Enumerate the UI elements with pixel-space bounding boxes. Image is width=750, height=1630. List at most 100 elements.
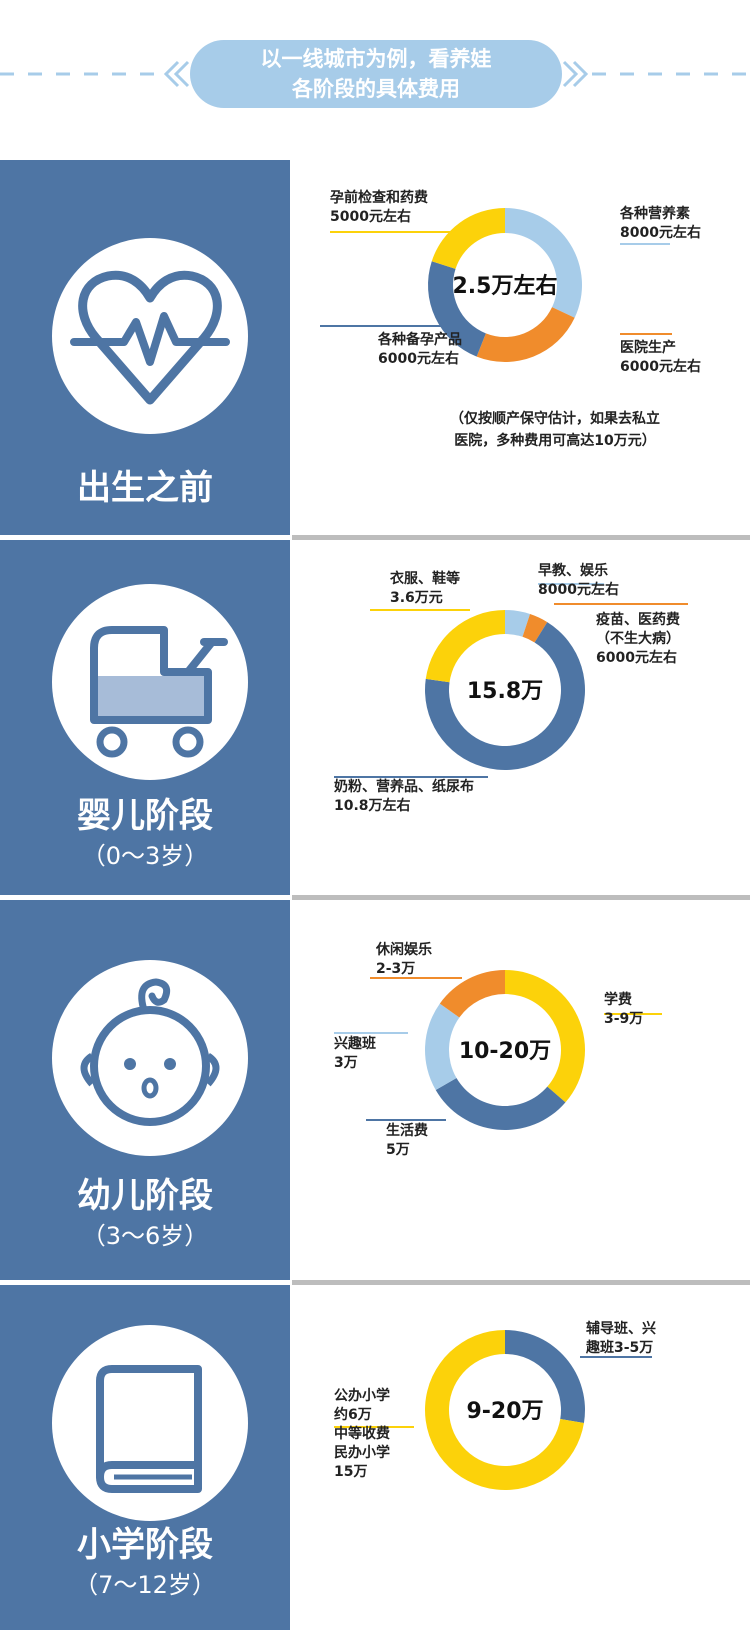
slice-label-line: 医院生产: [620, 339, 676, 356]
section-infant: 婴儿阶段 （0～3岁） 早教、娱乐 8000元左右疫苗、医药费 （不生大病） 6000…: [0, 540, 750, 895]
pie-slice: [435, 1078, 566, 1130]
chevron-right-icon: [572, 60, 589, 88]
slice-label-line: 各种营养素: [619, 205, 690, 222]
slice-label-line: 6000元左右: [596, 649, 677, 666]
header-decoration: [0, 60, 750, 88]
stage-panel: 出生之前: [0, 160, 290, 535]
slice-label: 衣服、鞋等 3.6万元: [390, 570, 460, 606]
slice-label-line: 民办小学: [334, 1444, 390, 1461]
pie-slice: [505, 208, 582, 318]
slice-label: 公办小学约6万中等收费民办小学 15万: [334, 1387, 390, 1480]
section-before-birth: 出生之前 各种营养素 8000元左右 医院生产 6000元左右 各种备孕产品 6000元左…: [0, 160, 750, 535]
slice-label: 休闲娱乐 2-3万: [375, 941, 432, 977]
slice-label: 早教、娱乐 8000元左右: [538, 562, 619, 598]
slice-label-line: 6000元左右: [620, 358, 701, 375]
pie-slice: [522, 614, 548, 643]
section-primary-school: 小学阶段 （7～12岁） 辅导班、兴趣班3-5万 公办小学约6万中等收费民办小学 1…: [0, 1285, 750, 1630]
slice-label-line: 休闲娱乐: [375, 941, 432, 958]
slice-label: 学费 3-9万: [604, 991, 643, 1027]
book-icon: [96, 1365, 202, 1493]
chart-note: （仅按顺产保守估计，如果去私立 医院，多种费用可高达10万元）: [360, 408, 750, 452]
slice-label-line: 疫苗、医药费: [596, 611, 680, 628]
slice-label: 各种备孕产品 6000元左右: [377, 331, 462, 367]
pie-slice: [425, 1330, 584, 1490]
pie-slice: [505, 970, 585, 1103]
slice-label-line: 3-9万: [604, 1011, 643, 1027]
slice-label-line: 5万: [386, 1142, 410, 1158]
slice-label-line: 辅导班、兴: [586, 1320, 656, 1337]
pie-slice: [425, 1003, 460, 1090]
stage-title: 幼儿阶段: [77, 1176, 213, 1216]
slice-label-line: 学费: [604, 991, 632, 1008]
baby-stroller-icon: [90, 626, 228, 758]
pie-slice: [505, 610, 531, 637]
stage-panel: 幼儿阶段 （3～6岁）: [0, 900, 290, 1280]
pie-slice: [425, 622, 585, 770]
icon-circle: [52, 584, 248, 780]
slice-label-line: 衣服、鞋等: [390, 570, 460, 587]
slice-label-line: 孕前检查和药费: [330, 189, 428, 206]
pie-slice: [431, 208, 505, 269]
header-title-line1: 以一线城市为例，看养娃: [260, 47, 492, 71]
heart-pulse-icon: [70, 270, 230, 405]
slice-label: 生活费 5万: [386, 1122, 428, 1158]
chevron-left-icon: [173, 60, 190, 88]
slice-label-line: 15万: [334, 1464, 367, 1480]
slice-label-line: 3.6万元: [390, 590, 443, 606]
slice-label: 辅导班、兴趣班3-5万: [585, 1320, 656, 1356]
slice-label-line: 中等收费: [334, 1425, 390, 1442]
slice-label-line: 3万: [334, 1055, 358, 1071]
slice-label: 奶粉、营养品、纸尿布 10.8万左右: [334, 778, 474, 814]
stage-age-range: （7～12岁）: [74, 1571, 216, 1599]
slice-label-line: 早教、娱乐: [538, 562, 608, 579]
icon-circle: [52, 1325, 248, 1521]
chart-center-total: 9-20万: [466, 1399, 543, 1424]
stage-title: 婴儿阶段: [77, 796, 213, 836]
header-title-pill: 以一线城市为例，看养娃 各阶段的具体费用: [190, 40, 562, 108]
slice-label-line: 5000元左右: [330, 208, 411, 225]
slice-label-line: 2-3万: [376, 961, 415, 977]
slice-label-line: 8000元左右: [538, 581, 619, 598]
stage-title: 小学阶段: [77, 1525, 213, 1565]
pie-slice: [428, 261, 486, 357]
section-toddler: 幼儿阶段 （3～6岁） 学费 3-9万生活费 5万 兴趣班 3万 休闲娱乐 2-3万 10-2…: [0, 900, 750, 1280]
section-separator: [292, 535, 750, 540]
chart-center-total: 15.8万: [467, 679, 543, 704]
slice-label-line: 公办小学: [334, 1387, 390, 1404]
slice-label-line: 8000元左右: [620, 224, 701, 241]
icon-circle: [52, 238, 248, 434]
slice-label: 医院生产 6000元左右: [620, 339, 701, 375]
section-separator: [292, 1280, 750, 1285]
slice-label: 孕前检查和药费 5000元左右: [330, 189, 428, 225]
slice-label-line: 10.8万左右: [334, 797, 411, 814]
chevron-right-icon: [562, 60, 579, 88]
slice-label-line: 各种备孕产品: [377, 331, 462, 348]
slice-label-line: 奶粉、营养品、纸尿布: [334, 778, 474, 795]
chart-center-total: 10-20万: [459, 1039, 551, 1064]
baby-face-icon: [80, 978, 220, 1126]
header-title-line2: 各阶段的具体费用: [292, 77, 460, 101]
slice-label-line: 6000元左右: [378, 350, 459, 367]
stage-panel: 婴儿阶段 （0～3岁）: [0, 540, 290, 895]
slice-label-line: 兴趣班: [334, 1035, 376, 1052]
stage-age-range: （0～3岁）: [81, 842, 209, 870]
header: 以一线城市为例，看养娃 各阶段的具体费用: [0, 0, 750, 150]
stage-title: 出生之前: [77, 468, 213, 508]
chart-center-total: 2.5万左右: [453, 273, 558, 299]
slice-label-line: 生活费: [386, 1122, 428, 1139]
stage-age-range: （3～6岁）: [81, 1222, 209, 1250]
slice-label: 疫苗、医药费 （不生大病） 6000元左右: [596, 611, 680, 666]
chevron-left-icon: [163, 60, 180, 88]
section-separator: [292, 895, 750, 900]
pie-slice: [425, 610, 505, 683]
chart-note-line2: 医院，多种费用可高达10万元）: [454, 433, 656, 449]
slice-label: 各种营养素 8000元左右: [619, 205, 701, 241]
icon-circle: [52, 960, 248, 1156]
pie-slice: [505, 1330, 585, 1423]
stage-panel: 小学阶段 （7～12岁）: [0, 1285, 290, 1630]
pie-slice: [476, 307, 575, 362]
